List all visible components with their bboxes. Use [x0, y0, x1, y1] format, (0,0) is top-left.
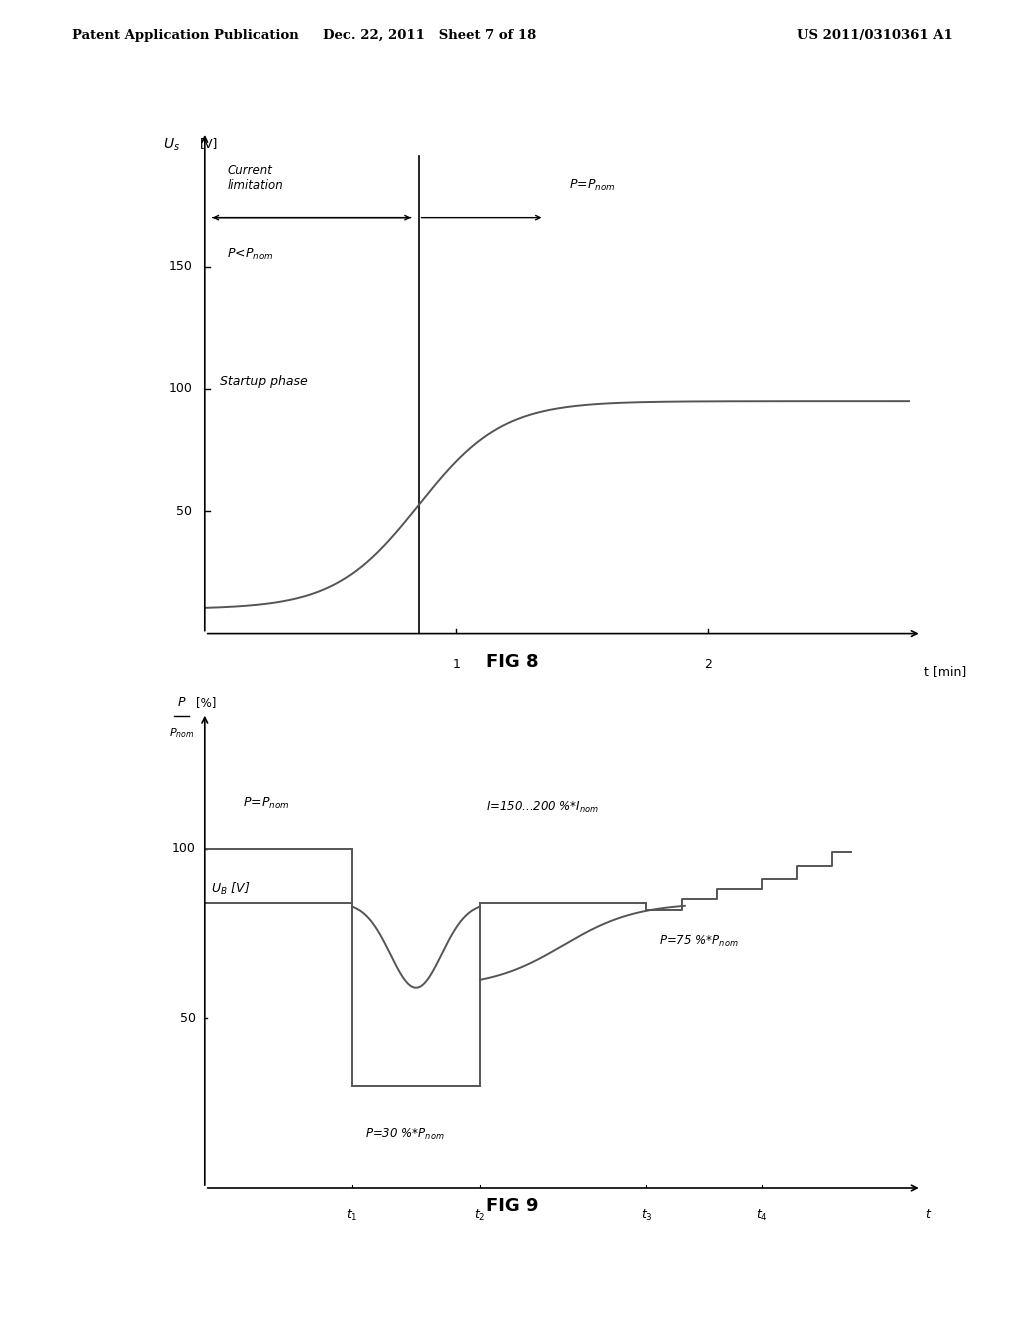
Text: P=30 %*P$_{nom}$: P=30 %*P$_{nom}$: [365, 1127, 444, 1142]
Text: 2: 2: [703, 659, 712, 671]
Text: 100: 100: [168, 383, 193, 396]
Text: P=P$_{nom}$: P=P$_{nom}$: [569, 178, 616, 194]
Text: Current
limitation: Current limitation: [227, 164, 284, 191]
Text: FIG 8: FIG 8: [485, 653, 539, 672]
Text: $t_4$: $t_4$: [756, 1208, 768, 1224]
Text: $U_s$: $U_s$: [163, 137, 179, 153]
Text: I=150...200 %*I$_{nom}$: I=150...200 %*I$_{nom}$: [486, 800, 599, 814]
Text: Patent Application Publication: Patent Application Publication: [72, 29, 298, 42]
Text: $t_2$: $t_2$: [474, 1208, 485, 1224]
Text: P: P: [178, 697, 185, 709]
Text: $t_1$: $t_1$: [346, 1208, 357, 1224]
Text: P=75 %*P$_{nom}$: P=75 %*P$_{nom}$: [659, 933, 738, 949]
Text: US 2011/0310361 A1: US 2011/0310361 A1: [797, 29, 952, 42]
Text: [%]: [%]: [196, 697, 216, 709]
Text: 1: 1: [453, 659, 460, 671]
Text: 50: 50: [176, 504, 193, 517]
Text: t: t: [926, 1208, 931, 1221]
Text: $t_3$: $t_3$: [640, 1208, 652, 1224]
Text: P$_{nom}$: P$_{nom}$: [169, 726, 195, 741]
Text: P<P$_{nom}$: P<P$_{nom}$: [227, 247, 274, 261]
Text: t [min]: t [min]: [924, 665, 967, 678]
Text: [V]: [V]: [200, 137, 218, 150]
Text: FIG 9: FIG 9: [485, 1197, 539, 1216]
Text: 100: 100: [172, 842, 196, 855]
Text: 150: 150: [168, 260, 193, 273]
Text: Dec. 22, 2011   Sheet 7 of 18: Dec. 22, 2011 Sheet 7 of 18: [324, 29, 537, 42]
Text: 50: 50: [180, 1012, 196, 1024]
Text: Startup phase: Startup phase: [220, 375, 307, 388]
Text: P=P$_{nom}$: P=P$_{nom}$: [244, 796, 290, 812]
Text: U$_B$ [V]: U$_B$ [V]: [211, 882, 251, 898]
